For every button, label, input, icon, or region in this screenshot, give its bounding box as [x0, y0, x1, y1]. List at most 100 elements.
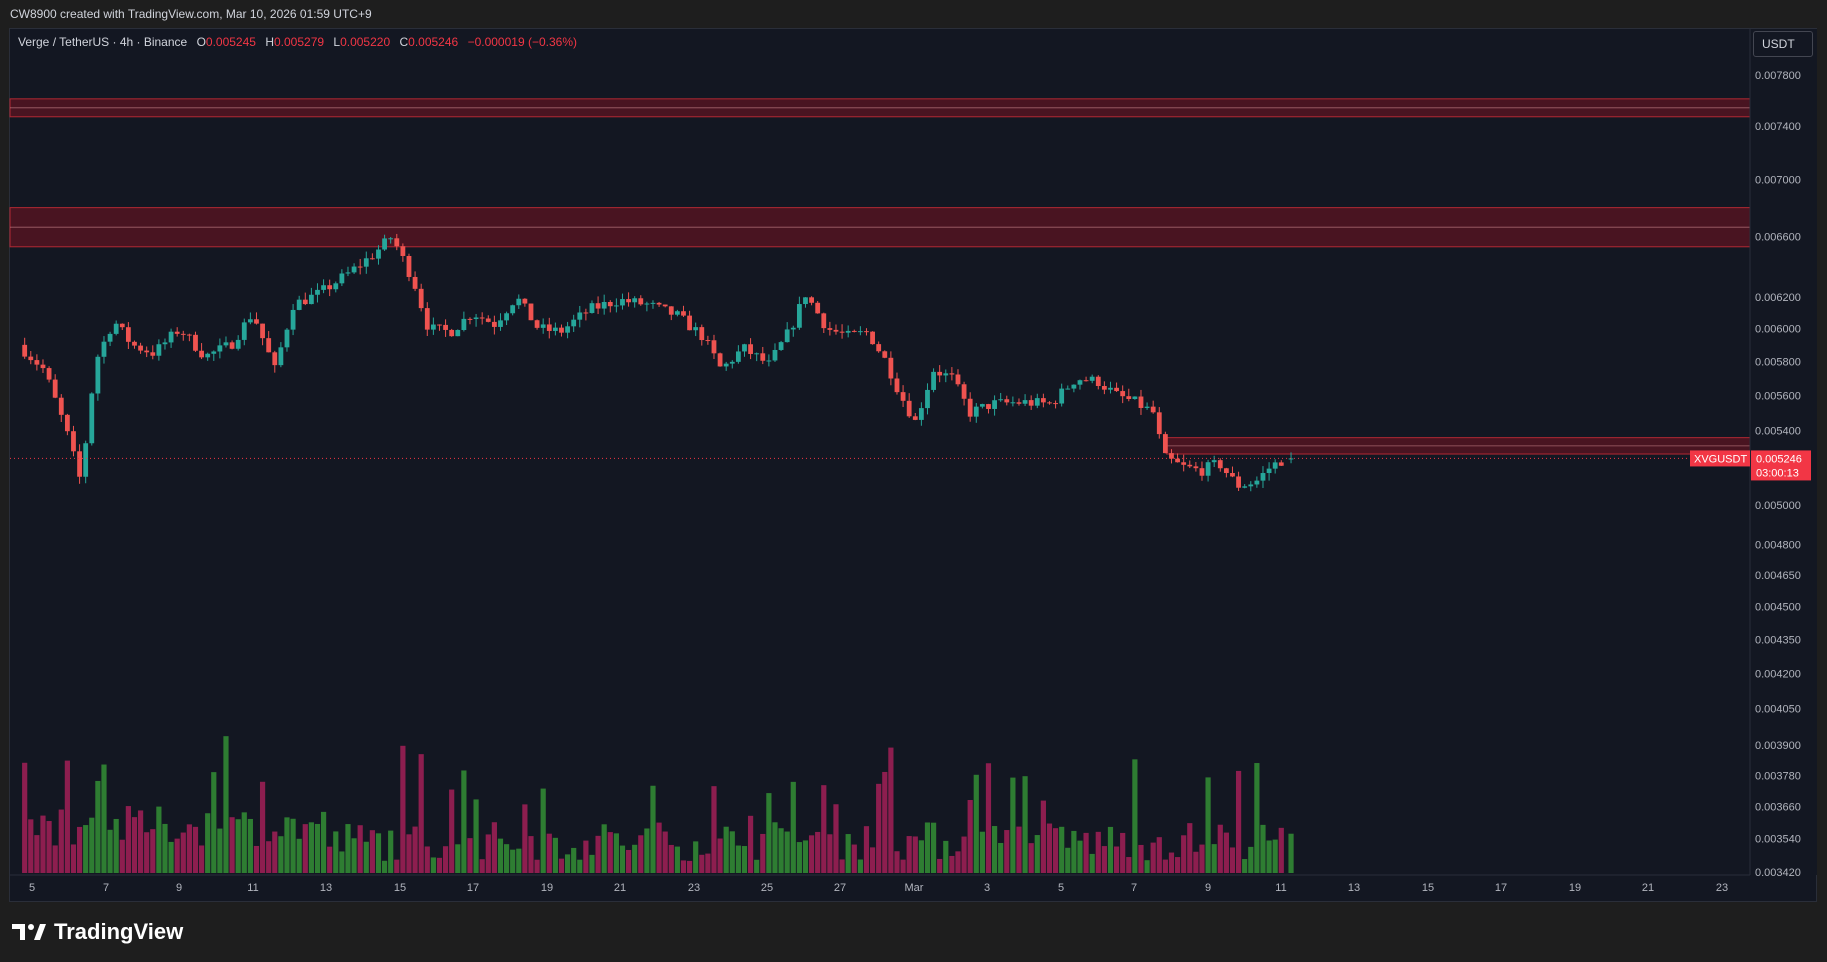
- candle-body: [937, 371, 943, 376]
- candle-body: [266, 338, 272, 353]
- time-tick-label: 5: [1058, 882, 1064, 894]
- volume-bar: [28, 819, 34, 873]
- volume-bar: [302, 824, 308, 873]
- candle-body: [1211, 460, 1217, 463]
- volume-bar: [381, 860, 388, 873]
- volume-bar: [754, 859, 760, 873]
- candle-body: [327, 285, 333, 290]
- candle-body: [498, 320, 503, 327]
- tradingview-logo[interactable]: TradingView: [12, 919, 183, 945]
- candle-body: [845, 330, 851, 333]
- volume-bar: [796, 842, 802, 873]
- time-tick-label: 21: [614, 882, 626, 894]
- candle-body: [711, 340, 717, 354]
- volume-bar: [217, 828, 223, 873]
- volume-bar: [711, 786, 717, 873]
- candle-body: [34, 360, 40, 365]
- time-tick-label: 15: [1422, 882, 1434, 894]
- volume-bar: [455, 844, 461, 873]
- currency-button[interactable]: USDT: [1753, 31, 1813, 57]
- candle-body: [479, 317, 485, 319]
- volume-bar: [601, 824, 607, 873]
- created-by-header: CW8900 created with TradingView.com, Mar…: [0, 0, 1827, 28]
- candle-body: [1022, 400, 1028, 404]
- volume-bar: [741, 846, 748, 873]
- volume-bar: [510, 849, 516, 873]
- volume-bar: [1077, 840, 1083, 873]
- volume-bar: [839, 859, 845, 873]
- volume-bar: [266, 841, 272, 873]
- time-tick-label: 27: [834, 882, 846, 894]
- candle-body: [52, 379, 58, 398]
- volume-bar: [949, 855, 955, 873]
- volume-bar: [320, 811, 327, 873]
- volume-bar: [1132, 759, 1138, 873]
- candle-body: [522, 298, 528, 304]
- symbol-title[interactable]: Verge / TetherUS · 4h · Binance: [18, 35, 188, 49]
- candle-body: [339, 273, 345, 284]
- volume-bar: [558, 858, 565, 873]
- volume-bar: [522, 804, 528, 873]
- volume-bar: [937, 858, 943, 873]
- volume-bar: [912, 836, 918, 873]
- volume-bar: [83, 825, 89, 873]
- volume-bar: [674, 846, 680, 873]
- candle-body: [687, 315, 692, 331]
- candle-body: [1254, 480, 1260, 485]
- volume-bar: [418, 754, 424, 873]
- volume-bar: [1107, 826, 1114, 873]
- candle-body: [1108, 387, 1113, 390]
- change-value: −0.000019 (−0.36%): [467, 35, 577, 49]
- volume-bar: [735, 845, 741, 873]
- price-tick-label: 0.004800: [1755, 539, 1801, 551]
- volume-bar: [900, 859, 906, 873]
- volume-bar: [1168, 852, 1175, 873]
- volume-bar: [540, 788, 546, 873]
- candle-body: [168, 331, 174, 343]
- low-label: L: [333, 35, 341, 49]
- volume-bar: [34, 835, 40, 873]
- volume-bar: [168, 841, 174, 873]
- time-tick-label: 11: [247, 882, 258, 894]
- volume-bar: [241, 812, 247, 873]
- volume-bar: [1211, 844, 1217, 873]
- candle-body: [748, 344, 753, 354]
- volume-bar: [815, 831, 821, 873]
- volume-bar: [882, 771, 888, 873]
- candle-body: [247, 319, 253, 323]
- volume-bar: [595, 835, 601, 873]
- volume-bar: [174, 838, 180, 873]
- candle-body: [973, 406, 979, 417]
- volume-bar: [955, 851, 961, 873]
- candle-body: [461, 318, 467, 330]
- volume-bar: [1156, 837, 1162, 873]
- candle-body: [406, 255, 412, 277]
- candle-body: [1047, 402, 1052, 404]
- price-tick-label: 0.004200: [1755, 668, 1801, 680]
- time-tick-label: 9: [1205, 882, 1211, 894]
- price-tag: XVGUSDT 0.005246 03:00:13: [1690, 450, 1811, 481]
- candlestick-chart[interactable]: 0.007800 0.007400 0.007000 0.006600 0.006200…: [0, 0, 1827, 902]
- volume-bar: [662, 831, 668, 873]
- volume-bar: [534, 859, 540, 873]
- volume-bar: [943, 840, 949, 873]
- candle-body: [1004, 399, 1010, 403]
- candle-body: [620, 299, 625, 306]
- brand-name: TradingView: [54, 919, 184, 944]
- candle-body: [571, 319, 577, 327]
- candle-body: [943, 373, 949, 376]
- candle-body: [632, 298, 638, 303]
- volume-bar: [857, 859, 863, 873]
- candle-body: [607, 302, 613, 307]
- ohlc-legend: Verge / TetherUS · 4h · Binance O0.00524…: [18, 35, 577, 49]
- candle-body: [64, 414, 70, 432]
- price-tick-label: 0.006200: [1755, 292, 1801, 304]
- volume-bar: [205, 813, 211, 873]
- volume-bar: [894, 851, 900, 873]
- chart-pane[interactable]: [9, 28, 1817, 902]
- volume-bar: [1138, 844, 1144, 873]
- volume-bar: [296, 838, 302, 873]
- candle-body: [650, 302, 656, 304]
- candle-body: [77, 451, 82, 477]
- candle-body: [510, 305, 516, 314]
